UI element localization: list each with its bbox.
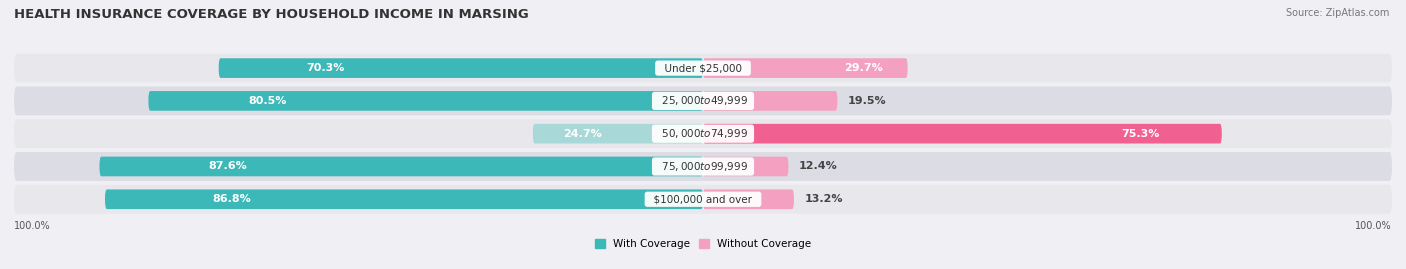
Text: HEALTH INSURANCE COVERAGE BY HOUSEHOLD INCOME IN MARSING: HEALTH INSURANCE COVERAGE BY HOUSEHOLD I… — [14, 8, 529, 21]
Text: 100.0%: 100.0% — [1355, 221, 1392, 231]
Text: Under $25,000: Under $25,000 — [658, 63, 748, 73]
Text: 12.4%: 12.4% — [799, 161, 838, 171]
FancyBboxPatch shape — [703, 157, 789, 176]
FancyBboxPatch shape — [14, 86, 1392, 115]
Text: 29.7%: 29.7% — [845, 63, 883, 73]
Legend: With Coverage, Without Coverage: With Coverage, Without Coverage — [591, 235, 815, 253]
Text: $100,000 and over: $100,000 and over — [647, 194, 759, 204]
Text: 87.6%: 87.6% — [208, 161, 247, 171]
FancyBboxPatch shape — [14, 185, 1392, 214]
FancyBboxPatch shape — [703, 189, 794, 209]
Text: Source: ZipAtlas.com: Source: ZipAtlas.com — [1285, 8, 1389, 18]
Text: 19.5%: 19.5% — [848, 96, 886, 106]
FancyBboxPatch shape — [703, 124, 1222, 144]
FancyBboxPatch shape — [14, 54, 1392, 83]
Text: 13.2%: 13.2% — [804, 194, 842, 204]
Text: $50,000 to $74,999: $50,000 to $74,999 — [655, 127, 751, 140]
Text: $25,000 to $49,999: $25,000 to $49,999 — [655, 94, 751, 107]
FancyBboxPatch shape — [149, 91, 703, 111]
Text: 70.3%: 70.3% — [307, 63, 344, 73]
FancyBboxPatch shape — [100, 157, 703, 176]
Text: 75.3%: 75.3% — [1121, 129, 1160, 139]
FancyBboxPatch shape — [219, 58, 703, 78]
Text: 80.5%: 80.5% — [249, 96, 287, 106]
FancyBboxPatch shape — [105, 189, 703, 209]
FancyBboxPatch shape — [14, 119, 1392, 148]
Text: $75,000 to $99,999: $75,000 to $99,999 — [655, 160, 751, 173]
FancyBboxPatch shape — [533, 124, 703, 144]
FancyBboxPatch shape — [14, 152, 1392, 181]
FancyBboxPatch shape — [703, 58, 908, 78]
FancyBboxPatch shape — [703, 91, 838, 111]
Text: 86.8%: 86.8% — [212, 194, 252, 204]
Text: 100.0%: 100.0% — [14, 221, 51, 231]
Text: 24.7%: 24.7% — [564, 129, 602, 139]
